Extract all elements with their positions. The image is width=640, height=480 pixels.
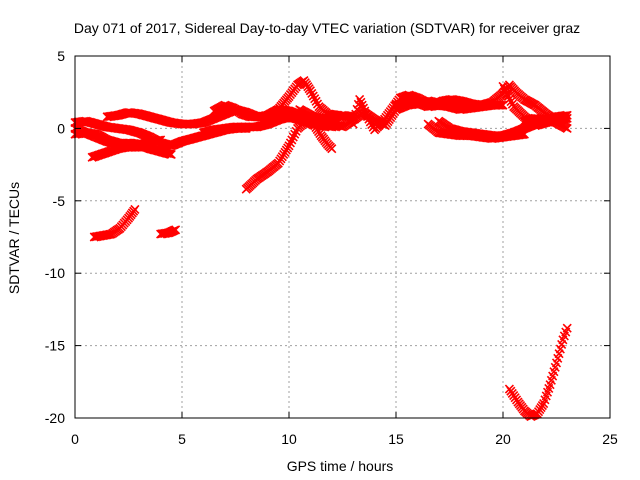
x-tick-label: 10 (281, 431, 297, 447)
y-tick-label: 0 (57, 120, 65, 136)
data-point-marker (171, 225, 181, 235)
data-point-marker (497, 100, 507, 110)
data-point-marker (138, 142, 149, 152)
data-point-marker (506, 97, 516, 107)
tick-layer: 0 5 10 15 20 25 5 0 -5 -10 -15 -20 (45, 48, 618, 447)
series-arc-4 (87, 142, 149, 162)
data-point-marker (166, 149, 176, 160)
y-tick-label: -10 (45, 265, 65, 281)
data-point-marker (305, 86, 315, 96)
data-point-marker (356, 97, 366, 107)
data-point-marker (358, 103, 369, 113)
x-tick-label: 15 (388, 431, 404, 447)
data-point-marker (361, 109, 371, 119)
data-point-marker (308, 91, 318, 101)
data-point-marker (562, 110, 572, 120)
data-point-marker (562, 123, 572, 133)
grid-layer (75, 56, 610, 418)
chart-title: Day 071 of 2017, Sidereal Day-to-day VTE… (74, 20, 580, 36)
data-point-marker (136, 142, 146, 152)
series-arc-8 (89, 204, 140, 242)
data-point-marker (505, 94, 515, 104)
data-point-marker (494, 100, 504, 110)
data-point-marker (499, 84, 509, 94)
series-arc-18 (504, 323, 572, 422)
data-point-marker (502, 89, 512, 99)
data-point-marker (327, 144, 337, 154)
y-tick-label: -20 (45, 410, 65, 426)
series-arc-9 (156, 225, 181, 239)
data-point-marker (137, 142, 147, 152)
series-arc-13 (391, 97, 508, 115)
data-point-marker (156, 135, 166, 145)
data-point-marker (153, 135, 163, 145)
data-point-marker (561, 110, 571, 121)
y-tick-label: -15 (45, 338, 65, 354)
x-tick-label: 25 (602, 431, 618, 447)
data-point-marker (498, 81, 508, 91)
plot-frame (74, 55, 611, 419)
data-point-marker (495, 100, 505, 110)
data-point-marker (559, 111, 570, 121)
data-point-marker (357, 100, 367, 110)
data-point-marker (562, 323, 572, 333)
data-point-marker (154, 135, 164, 145)
y-tick-label: 5 (57, 48, 65, 64)
data-point-marker (130, 204, 140, 215)
data-layer (70, 76, 572, 422)
data-point-marker (307, 88, 317, 98)
data-point-marker (355, 94, 365, 105)
x-tick-label: 0 (71, 431, 79, 447)
y-tick-label: -5 (53, 193, 66, 209)
data-point-marker (311, 96, 321, 106)
data-point-marker (362, 112, 373, 122)
series-arc-17 (519, 113, 572, 133)
data-point-marker (501, 86, 511, 97)
data-point-marker (360, 106, 370, 116)
x-tick-label: 5 (178, 431, 186, 447)
data-point-marker (310, 94, 320, 104)
data-point-marker (503, 91, 513, 102)
y-axis-label: SDTVAR / TECUs (6, 182, 22, 294)
data-point-marker (364, 114, 374, 124)
x-axis-label: GPS time / hours (287, 458, 394, 474)
x-tick-label: 20 (495, 431, 511, 447)
